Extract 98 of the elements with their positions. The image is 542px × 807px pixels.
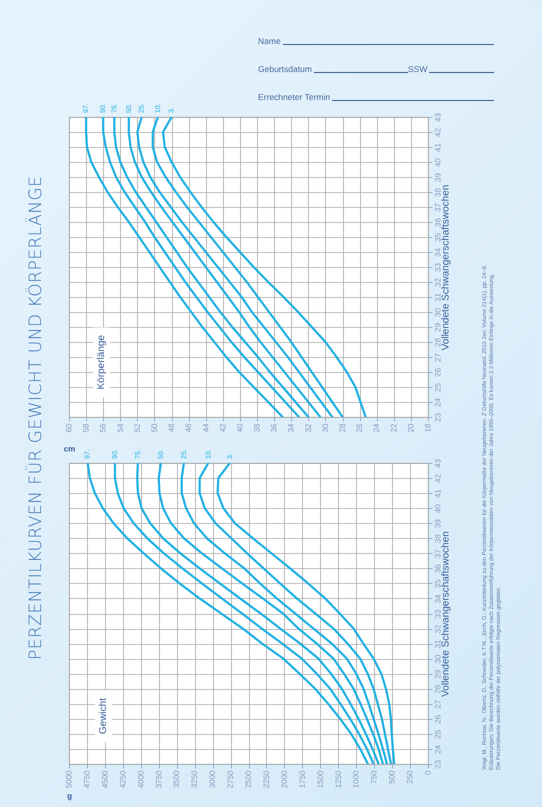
y-tick-label: 27 <box>434 699 442 709</box>
x-tick-label: 1500 <box>316 770 325 788</box>
x-tick-label: 500 <box>388 770 397 784</box>
x-tick-label: 0 <box>424 770 432 775</box>
annotation: Gewicht <box>95 690 112 742</box>
y-tick-label: 43 <box>434 112 442 122</box>
annotation: Körperlänge <box>93 327 110 398</box>
x-tick-label: 3000 <box>208 770 218 788</box>
y-tick-label: 41 <box>434 488 442 498</box>
y-tick-label: 26 <box>434 368 442 377</box>
x-tick-label: 1750 <box>298 770 307 788</box>
y-tick-label: 36 <box>434 218 442 227</box>
y-tick-label: 23 <box>434 760 442 769</box>
y-tick-label: 39 <box>434 172 442 182</box>
y-tick-label: 37 <box>434 548 442 558</box>
y-tick-label: 28 <box>434 338 442 347</box>
y-tick-label: 33 <box>434 609 442 618</box>
text: Errechneter Termin <box>258 92 330 102</box>
x-tick-label: 54 <box>116 422 125 432</box>
y-tick-label: 38 <box>434 534 442 544</box>
x-tick-label: 48 <box>167 422 176 432</box>
x-tick-label: 1250 <box>334 770 343 788</box>
x-tick-label: 22 <box>389 422 398 432</box>
x-tick-label: 46 <box>184 422 194 432</box>
chart-title: PERZENTILKURVEN FÜR GEWICHT UND KÖRPERLÄNGE <box>26 174 46 662</box>
x-tick-label: 32 <box>304 422 313 432</box>
x-tick-label: 1000 <box>352 770 361 788</box>
x-tick-label: 58 <box>82 422 91 432</box>
x-tick-label: 36 <box>270 422 279 432</box>
y-tick-label: 36 <box>434 564 442 574</box>
x-tick-label: 5000 <box>64 770 74 788</box>
x-tick-label: 50 <box>150 422 159 432</box>
x-tick-label: 750 <box>370 770 379 784</box>
y-tick-label: 23 <box>434 412 442 422</box>
x-tick-label: 44 <box>201 422 210 432</box>
y-tick-label: 29 <box>434 669 442 679</box>
y-tick-label: 38 <box>434 188 442 197</box>
y-tick-label: 31 <box>434 292 442 302</box>
x-tick-label: 34 <box>286 422 296 432</box>
x-tick-label: 18 <box>424 422 432 432</box>
y-tick-label: 26 <box>434 714 442 724</box>
text: Name <box>258 36 281 46</box>
x-tick-label: 42 <box>218 422 228 432</box>
y-tick-label: 39 <box>434 518 442 528</box>
y-tick-label: 32 <box>434 278 442 287</box>
x-tick-label: 2000 <box>280 770 289 788</box>
x-tick-label: 24 <box>372 422 382 432</box>
x-tick-label: 250 <box>406 770 415 784</box>
y-tick-label: 41 <box>434 142 442 152</box>
y-tick-label: 43 <box>434 458 442 468</box>
y-axis-title: Vollendete Schwangerschaftswochen <box>440 184 452 350</box>
y-tick-label: 24 <box>434 744 442 754</box>
y-tick-label: 42 <box>434 128 442 137</box>
y-tick-label: 35 <box>434 578 442 588</box>
y-tick-label: 28 <box>434 684 442 694</box>
y-tick-label: 37 <box>434 202 442 212</box>
y-tick-label: 32 <box>434 624 442 634</box>
text: Geburtsdatum <box>258 64 312 74</box>
y-tick-label: 29 <box>434 322 442 332</box>
y-tick-label: 34 <box>434 248 442 257</box>
x-tick-label: 4250 <box>118 770 128 788</box>
x-tick-label: 40 <box>235 422 244 432</box>
y-tick-label: 34 <box>434 594 442 604</box>
y-tick-label: 42 <box>434 474 442 484</box>
x-tick-label: 2250 <box>262 770 271 788</box>
y-tick-label: 40 <box>434 504 442 514</box>
x-tick-label: 60 <box>64 422 74 432</box>
y-tick-label: 25 <box>434 382 442 392</box>
y-tick-label: 35 <box>434 232 442 242</box>
x-tick-label: 2750 <box>226 770 236 788</box>
x-tick-label: 4000 <box>136 770 146 788</box>
y-tick-label: 27 <box>434 352 442 362</box>
y-tick-label: 24 <box>434 398 442 407</box>
y-tick-label: 40 <box>434 158 442 167</box>
line-series <box>84 117 284 417</box>
y-axis-title: Vollendete Schwangerschaftswochen <box>440 531 452 697</box>
x-tick-label: 3500 <box>172 770 182 788</box>
x-tick-label: 20 <box>406 422 416 432</box>
x-tick-label: 30 <box>320 422 330 432</box>
line-series <box>162 117 367 417</box>
x-tick-label: 28 <box>338 422 348 432</box>
x-tick-label: 4750 <box>82 770 92 788</box>
y-tick-label: 30 <box>434 308 442 317</box>
x-tick-label: 56 <box>98 422 108 432</box>
x-tick-label: 52 <box>132 422 142 432</box>
y-tick-label: 30 <box>434 654 442 664</box>
x-tick-label: 3250 <box>190 770 200 788</box>
y-tick-label: 33 <box>434 262 442 272</box>
x-tick-label: 4500 <box>100 770 110 788</box>
y-tick-label: 31 <box>434 639 442 649</box>
y-tick-label: 25 <box>434 729 442 739</box>
x-tick-label: 26 <box>355 422 364 432</box>
x-axis-title: g <box>67 792 72 800</box>
x-axis-title: cm <box>64 444 76 454</box>
x-tick-label: 3750 <box>154 770 164 788</box>
x-tick-label: 38 <box>252 422 262 432</box>
x-tick-label: 2500 <box>244 770 253 788</box>
text: SSW <box>408 64 428 74</box>
